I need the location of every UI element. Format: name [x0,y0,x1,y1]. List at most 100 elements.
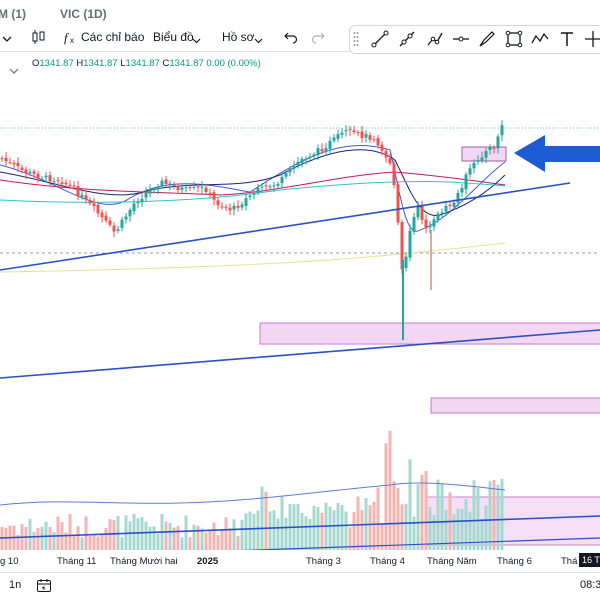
volume-bar [172,527,176,550]
candle-body [132,203,136,212]
candle-body [224,206,228,208]
time-axis-label: Tháng Năm [427,556,477,567]
candle-body [28,171,32,174]
volume-trendline[interactable] [0,515,600,539]
candle-body [248,195,252,198]
interval-1n-button[interactable]: 1n [9,579,22,591]
candle-body [88,199,92,204]
text-icon[interactable] [558,30,576,53]
volume-bar [104,527,108,550]
ma-medium [0,149,506,216]
collapse-legend-icon[interactable] [9,61,19,79]
candle-body [256,187,260,194]
candle-body [60,182,64,185]
volume-bar [440,483,444,550]
volume-bar [216,534,220,550]
redo-icon[interactable] [311,30,325,49]
trend-line-icon[interactable] [371,30,389,53]
ohlc-legend: O1341.87 H1341.87 L1341.87 C1341.87 0.00… [32,58,261,69]
volume-bar [112,520,116,550]
pattern-icon[interactable] [531,30,549,53]
tab-watchlist[interactable]: M (1) [0,7,26,21]
candle-body [116,229,120,231]
time-axis-label: g 10 [0,556,19,567]
volume-bar [152,526,156,550]
rectangle-icon[interactable] [505,30,523,53]
candle-body [344,130,348,132]
chevron-down-icon[interactable] [254,32,263,50]
calendar-icon[interactable] [36,578,52,598]
volume-bar [460,509,464,550]
ma-200 [0,242,506,273]
chevron-down-icon[interactable] [2,31,12,49]
undo-icon[interactable] [284,30,298,49]
tab-vic[interactable]: VIC (1D) [60,7,107,21]
volume-bar [56,516,60,550]
volume-bar [468,511,472,550]
bar-style-icon[interactable] [31,29,45,50]
candle-body [468,168,472,175]
arrow-annotation[interactable] [514,135,600,172]
candle-body [96,204,100,214]
candle-body [44,175,48,178]
candle-body [192,186,196,188]
volume-bar [456,508,460,550]
candle-body [352,130,356,133]
trendline-lower[interactable] [0,329,600,379]
breakout-zone[interactable] [461,146,507,162]
volume-bar [244,513,248,550]
tab-bar: M (1) VIC (1D) [0,0,600,25]
volume-bar [452,514,456,550]
volume-bar [272,510,276,550]
candle-body [240,204,244,208]
drag-handle-icon[interactable] [353,31,359,52]
candle-body [76,186,80,196]
indicators-button[interactable]: Các chỉ báo [81,30,145,44]
candle-body [164,179,168,185]
chevron-down-icon[interactable] [192,32,201,50]
price-chart[interactable] [0,80,600,550]
volume-zone-upper[interactable] [430,397,600,414]
crosshair-icon[interactable] [584,30,600,53]
trendline-upper[interactable] [0,182,571,271]
candle-body [488,147,492,150]
chart-type-button[interactable]: Biểu đồ [153,30,194,44]
ray-icon[interactable] [398,30,416,53]
volume-trendline-2[interactable] [0,537,600,550]
volume-bar [316,507,320,550]
volume-bar [80,537,84,550]
candle-body [180,187,184,190]
volume-bar [260,486,264,550]
candle-body [68,184,72,187]
horizontal-line-icon[interactable] [452,30,470,53]
volume-bar [76,526,80,550]
volume-bar [140,517,144,550]
candle-body [208,192,212,194]
candle-body [440,212,444,214]
volume-bar [348,527,352,550]
candle-body [172,184,176,186]
volume-bar [404,503,408,550]
open-value: 1341.87 [39,58,74,69]
candle-body [268,186,272,188]
path-icon[interactable] [426,30,444,53]
candle-body [36,173,40,179]
profile-button[interactable]: Hồ sơ [222,30,255,44]
candle-body [336,134,340,139]
candle-body [412,216,416,232]
candle-body [424,219,428,229]
candle-body [72,185,76,187]
candle-body [432,219,436,227]
candlesticks [0,120,504,340]
volume-bar [344,511,348,550]
candle-body [296,161,300,166]
candle-body [456,192,460,203]
volume-bar [328,506,332,550]
candle-body [24,169,28,174]
volume-bar [252,513,256,550]
candle-body [80,194,84,197]
brush-icon[interactable] [478,30,496,53]
volume-bar [248,511,252,550]
volume-bar [492,480,496,550]
